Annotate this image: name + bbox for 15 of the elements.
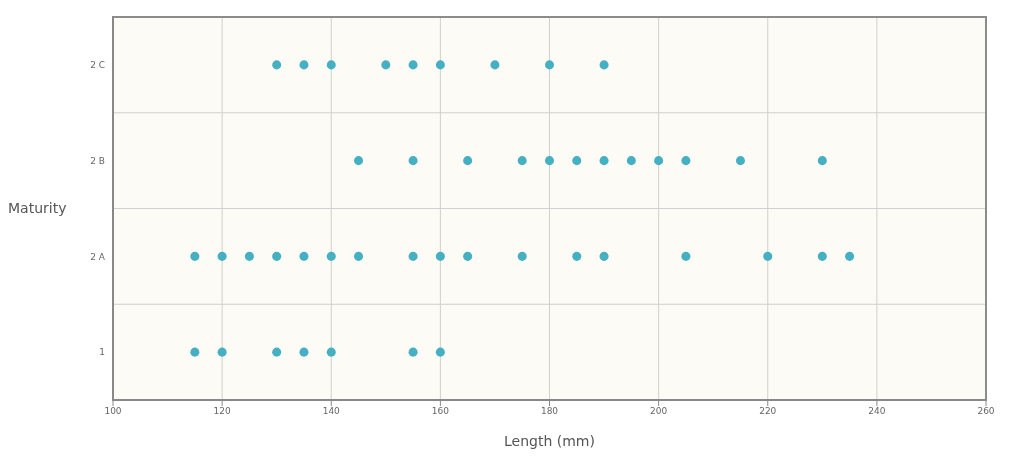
y-tick-label: 2 C [90,60,105,71]
x-tick-label: 260 [977,406,995,417]
x-tick-label: 240 [868,406,886,417]
y-tick-label: 1 [99,347,105,358]
x-tick-label: 120 [213,406,231,417]
x-tick-label: 220 [759,406,777,417]
x-tick-label: 200 [650,406,668,417]
y-axis-title: Maturity [8,200,67,217]
x-tick-label: 160 [431,406,450,417]
y-tick-label: 2 A [90,251,106,262]
y-tick-label: 2 B [90,155,105,166]
x-tick-label: 140 [322,406,341,417]
x-axis-title: Length (mm) [504,433,595,449]
x-tick-label: 100 [104,406,122,417]
x-tick-label: 180 [540,406,559,417]
